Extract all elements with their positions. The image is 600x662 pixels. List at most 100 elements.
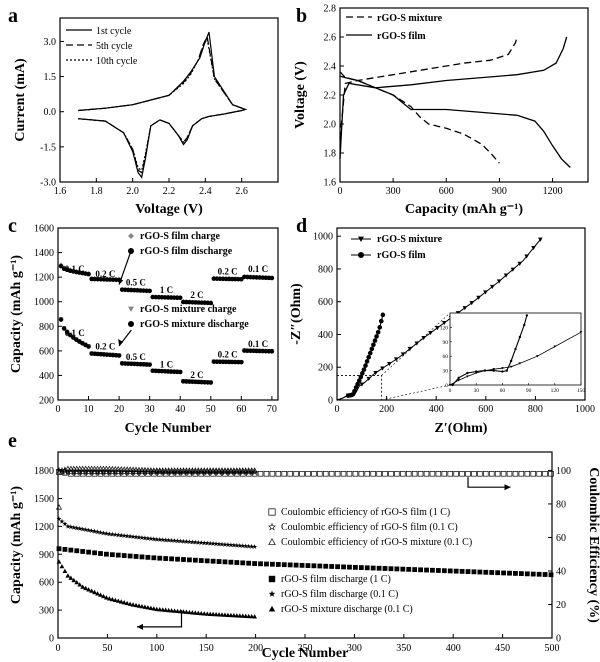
panel-d-inset-mixture-point: [501, 367, 504, 370]
panel-a-ytick-label: 0.0: [44, 107, 57, 118]
panel-d-point-1: [371, 342, 376, 348]
panel-c-rate-label-mixture-5: 0.2 C: [218, 350, 238, 360]
panel-e-point-0: [323, 563, 329, 569]
panel-e-point-3: [506, 471, 513, 477]
panel-d-point-1: [352, 388, 357, 394]
panel-d-point-0: [462, 306, 468, 311]
panel-e-point-2: [181, 609, 186, 614]
panel-e-point-0: [234, 560, 240, 565]
panel-c-rate-label-mixture-2: 0.5 C: [126, 352, 146, 362]
panel-e-point-1: [201, 540, 207, 546]
panel-e-point-0: [74, 548, 80, 554]
panel-c-arrowhead-film: [118, 277, 124, 285]
panel-e-point-1: [219, 541, 225, 547]
panel-c-point-3: [208, 380, 214, 385]
panel-d-inset-ytick-label: 90: [443, 340, 449, 346]
panel-a-ytick-label: -1.5: [40, 142, 56, 153]
panel-e-point-3: [370, 471, 376, 477]
panel-e-point-3: [471, 471, 477, 477]
panel-e-point-2: [219, 612, 225, 617]
panel-d-point-1: [380, 312, 386, 318]
panel-d-inset-ytick-label: 60: [443, 354, 449, 360]
panel-e-point-0: [228, 559, 234, 565]
panel-e-point-1: [166, 537, 172, 543]
panel-e-point-2: [252, 614, 258, 619]
panel-e-point-3: [376, 471, 382, 477]
panel-e-point-3: [548, 471, 554, 477]
panel-e-point-5: [121, 466, 128, 472]
panel-e-point-1: [192, 539, 198, 545]
panel-c-legend-marker-upper-1: [128, 248, 134, 254]
panel-d-inset-mixture-point: [518, 362, 522, 365]
panel-e-point-3: [364, 471, 370, 477]
panel-d-inset-film-point: [514, 347, 517, 351]
panel-e-legend-ce-marker-0: [268, 508, 276, 516]
panel-e-point-1: [151, 536, 157, 542]
panel-e-xtick-label: 0: [56, 643, 61, 654]
panel-d-point-0: [496, 279, 502, 284]
panel-e-point-3: [417, 471, 424, 477]
panel-e-point-5: [174, 467, 181, 473]
panel-e-point-2: [136, 603, 142, 608]
panel-e-point-1: [65, 523, 71, 529]
panel-e-point-5: [100, 465, 107, 472]
panel-e-point-0: [204, 558, 210, 564]
panel-e-point-3: [388, 471, 394, 477]
panel-d-inset-film-point: [523, 323, 526, 327]
panel-d-inset-mixture-point: [466, 375, 469, 378]
panel-e-point-2: [172, 608, 177, 613]
panel-b-xlabel: Capacity (mAh g⁻¹): [405, 202, 523, 217]
panel-e-point-0: [86, 549, 92, 555]
panel-e-point-1: [86, 527, 92, 533]
panel-e-point-5: [150, 467, 157, 473]
panel-d-xtick-label: 400: [429, 404, 444, 415]
panel-c-legend-upper-1: rGO-S film discharge: [140, 246, 233, 257]
panel-c-point-3: [64, 329, 70, 335]
panel-c-frame: [57, 227, 279, 401]
panel-e-point-2: [228, 612, 234, 618]
panel-e-point-5: [177, 467, 184, 473]
panel-e-ytick-label: 600: [39, 578, 54, 589]
panel-e-point-0: [98, 551, 103, 556]
panel-e-point-2: [243, 613, 249, 618]
panel-e-point-0: [181, 557, 186, 562]
panel-e-point-0: [465, 569, 471, 574]
panel-e-point-3: [483, 471, 489, 477]
panel-e-point-1: [95, 529, 100, 535]
panel-e-point-0: [56, 546, 62, 552]
panel-e-point-5: [85, 465, 92, 472]
panel-d-point-1: [366, 354, 371, 360]
panel-b-xtick-label: 600: [439, 186, 454, 197]
panel-e-xtick-label: 500: [545, 643, 560, 654]
panel-e-point-1: [225, 542, 231, 547]
panel-e-point-1: [186, 539, 192, 544]
panel-d-inset-film-point: [501, 370, 504, 373]
panel-d-inset-xtick-label: 120: [551, 388, 560, 394]
panel-e-point-5: [112, 465, 119, 472]
panel-b-ytick-label: 2.2: [324, 91, 337, 102]
panel-e-point-3: [453, 471, 459, 477]
panel-e-point-0: [109, 552, 115, 558]
panel-d-point-1: [363, 363, 368, 368]
panel-e-point-5: [183, 467, 190, 473]
panel-b-discharge-curve-1: [339, 75, 571, 168]
panel-d-point-0: [366, 376, 372, 382]
panel-e-point-0: [169, 556, 175, 562]
panel-e-point-3: [275, 471, 282, 477]
panel-c-point-1: [58, 263, 64, 269]
panel-e-point-5: [242, 467, 249, 473]
panel-c-rate-label-film-6: 0.1 C: [248, 264, 268, 274]
panel-d-xtick-label: 800: [528, 404, 543, 415]
panel-c-point-3: [86, 344, 91, 349]
panel-e-point-2: [175, 608, 180, 614]
panel-d-inset-film-point: [483, 369, 487, 372]
panel-c-legend-marker-lower-0: [128, 306, 134, 312]
panel-d-inset-ytick-label: 30: [443, 369, 449, 375]
panel-e-point-0: [524, 571, 530, 577]
panel-e-point-3: [447, 471, 453, 477]
panel-c-point-3: [269, 349, 275, 354]
panel-e-point-5: [64, 465, 71, 472]
panel-e-point-1: [115, 532, 121, 538]
panel-e-legend-ce-2: Coulombic efficiency of rGO-S mixture (0…: [281, 537, 472, 548]
panel-e-point-3: [352, 471, 359, 477]
